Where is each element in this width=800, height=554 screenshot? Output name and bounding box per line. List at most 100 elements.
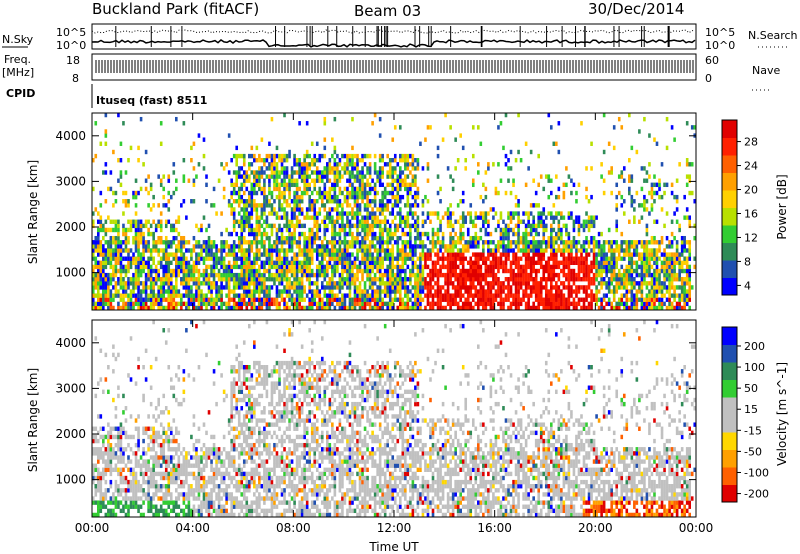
- power-cell: [489, 301, 493, 307]
- power-cell: [250, 264, 254, 270]
- power-cell: [338, 157, 342, 163]
- power-cell: [393, 227, 397, 233]
- power-cell: [351, 231, 354, 237]
- power-cell: [240, 244, 244, 249]
- power-cell: [547, 301, 551, 307]
- power-cell: [512, 301, 515, 307]
- power-cell: [414, 178, 417, 183]
- power-cell: [635, 244, 639, 249]
- power-cell: [180, 256, 183, 261]
- power-cell: [464, 248, 468, 253]
- power-cell: [253, 293, 256, 298]
- power-cell: [542, 297, 546, 302]
- power-cell: [436, 190, 440, 196]
- power-cell: [371, 268, 374, 274]
- power-cell: [225, 285, 228, 290]
- power-cell: [139, 293, 143, 298]
- power-cell: [132, 277, 135, 282]
- power-cell: [152, 277, 155, 282]
- power-cell: [212, 186, 216, 192]
- power-cell: [373, 162, 377, 167]
- power-cell: [320, 268, 324, 274]
- power-cell: [333, 186, 337, 192]
- power-cell: [640, 289, 644, 294]
- power-cell: [190, 268, 193, 274]
- power-cell: [338, 170, 342, 175]
- power-cell: [195, 305, 198, 310]
- power-cell: [446, 215, 450, 220]
- power-cell: [303, 260, 306, 266]
- power-cell: [502, 244, 505, 249]
- power-cell: [298, 240, 301, 245]
- power-cell: [308, 281, 311, 286]
- power-cell: [127, 301, 130, 307]
- power-cell: [247, 219, 251, 224]
- power-cell: [273, 297, 276, 302]
- power-cell: [258, 301, 261, 307]
- power-cell: [638, 297, 641, 302]
- power-cell: [421, 297, 425, 302]
- power-cell: [577, 272, 581, 278]
- power-cell: [253, 277, 256, 282]
- power-cell: [117, 301, 120, 307]
- power-cell: [109, 248, 113, 253]
- power-cell: [328, 211, 332, 216]
- power-cell: [240, 231, 244, 237]
- power-cell: [137, 301, 140, 307]
- power-cell: [628, 264, 631, 270]
- power-cell: [285, 260, 289, 266]
- power-cell: [459, 305, 462, 310]
- power-cell: [600, 244, 603, 249]
- power-cell: [99, 272, 103, 278]
- power-cell: [227, 301, 231, 307]
- power-cell: [534, 190, 538, 196]
- power-cell: [617, 248, 621, 253]
- power-cell: [308, 227, 311, 233]
- power-cell: [300, 289, 304, 294]
- power-cell: [348, 153, 352, 159]
- power-cell: [182, 174, 186, 179]
- power-cell: [273, 211, 276, 216]
- power-cell: [283, 305, 286, 310]
- power-cell: [507, 285, 510, 290]
- power-cell: [532, 227, 535, 233]
- power-cell: [348, 305, 352, 310]
- power-cell: [308, 203, 311, 208]
- power-cell: [260, 157, 264, 163]
- power-cell: [371, 281, 374, 286]
- power-cell: [278, 174, 281, 179]
- power-cell: [592, 293, 596, 298]
- power-cell: [585, 260, 588, 266]
- power-cell: [318, 223, 322, 229]
- power-cell: [96, 235, 100, 241]
- power-cell: [222, 244, 226, 249]
- power-cell: [96, 285, 100, 290]
- power-cell: [253, 174, 256, 179]
- power-cell: [393, 277, 397, 282]
- power-cell: [590, 215, 593, 220]
- power-cell: [436, 272, 440, 278]
- power-cell: [250, 272, 254, 278]
- power-cell: [169, 223, 173, 229]
- power-cell: [537, 252, 541, 257]
- power-cell: [549, 305, 553, 310]
- power-cell: [625, 244, 629, 249]
- power-cell: [268, 162, 271, 167]
- power-cell: [232, 219, 236, 224]
- power-cell: [542, 301, 546, 307]
- power-cell: [424, 194, 427, 200]
- power-cell: [298, 264, 301, 270]
- power-cell: [253, 260, 256, 266]
- power-cell: [270, 285, 274, 290]
- power-cell: [424, 285, 427, 290]
- power-cell: [414, 289, 417, 294]
- power-cell: [577, 231, 581, 237]
- power-cell: [283, 301, 286, 307]
- power-cell: [497, 260, 500, 266]
- power-cell: [562, 182, 566, 188]
- power-cell: [449, 268, 452, 274]
- power-cell: [391, 186, 395, 192]
- power-cell: [154, 281, 158, 286]
- power-cell: [240, 235, 244, 241]
- power-cell: [590, 268, 593, 274]
